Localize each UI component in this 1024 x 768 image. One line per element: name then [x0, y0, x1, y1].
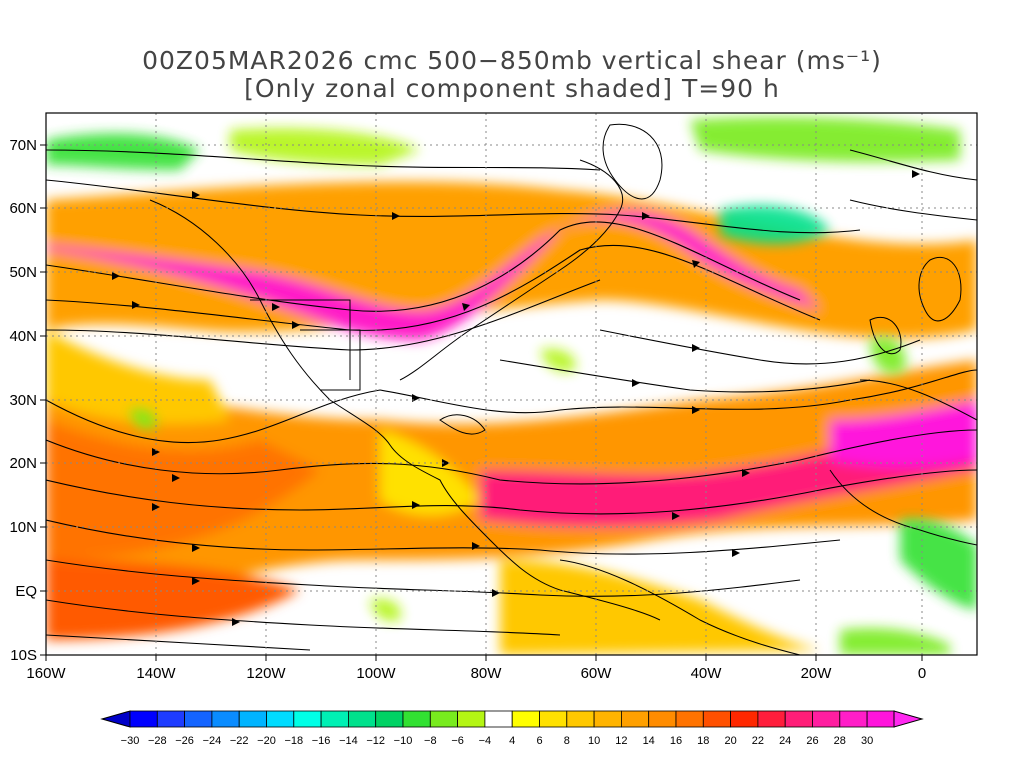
colorbar-label: −10	[394, 735, 413, 747]
colorbar-cell	[812, 710, 841, 728]
map-frame	[45, 112, 978, 656]
colorbar-cell	[347, 710, 377, 728]
map-subtitle: [Only zonal component shaded] T=90 h	[244, 74, 780, 103]
lat-label: 30N	[9, 392, 37, 409]
colorbar-cell	[593, 710, 622, 728]
lat-label: 10S	[10, 647, 37, 664]
lat-label: 70N	[9, 137, 37, 154]
colorbar-cell	[566, 710, 595, 728]
lon-label: 160W	[26, 665, 66, 682]
lon-label: 0	[918, 665, 926, 682]
colorbar-cell	[784, 710, 813, 728]
colorbar-cell	[429, 710, 458, 728]
colorbar-cell	[675, 710, 704, 728]
axis-ticks	[40, 144, 923, 661]
colorbar-label: 16	[670, 735, 682, 747]
colorbar-label: −26	[175, 735, 194, 747]
colorbar-cell	[375, 710, 404, 728]
colorbar-high-arrow	[893, 710, 924, 728]
colorbar-label: −4	[479, 735, 492, 747]
colorbar-cell	[539, 710, 568, 728]
colorbar-label: −20	[257, 735, 276, 747]
colorbar-label: −30	[121, 735, 140, 747]
lat-label: 50N	[9, 264, 37, 281]
lon-label: 40W	[691, 665, 723, 682]
colorbar-cell	[866, 710, 895, 728]
colorbar-cell	[839, 710, 868, 728]
lon-label: 60W	[581, 665, 613, 682]
colorbar-cell	[457, 710, 486, 728]
colorbar-label: 8	[564, 735, 570, 747]
colorbar-label: 26	[806, 735, 818, 747]
colorbar-label: 20	[724, 735, 736, 747]
shading-layer	[46, 113, 977, 655]
streamline-arrows	[112, 170, 920, 626]
colorbar-label: 4	[509, 735, 515, 747]
colorbar-label: −24	[203, 735, 222, 747]
colorbar-cell	[621, 710, 650, 728]
colorbar-label: −8	[424, 735, 437, 747]
colorbar-cell	[402, 710, 431, 728]
lon-label: 100W	[356, 665, 396, 682]
lat-label: 10N	[9, 519, 37, 536]
lat-label: 20N	[9, 455, 37, 472]
colorbar-label: 6	[536, 735, 542, 747]
colorbar-cell	[320, 710, 349, 728]
graticule	[46, 113, 977, 655]
streamlines	[46, 149, 977, 651]
lon-label: 140W	[136, 665, 176, 682]
colorbar-cell	[484, 710, 513, 728]
latitude-labels: 70N 60N 50N 40N 30N 20N 10N EQ 10S	[9, 137, 37, 664]
colorbar-label: 28	[834, 735, 846, 747]
colorbar-cell	[648, 710, 677, 728]
colorbar-label: −12	[366, 735, 385, 747]
colorbar-label: −16	[312, 735, 331, 747]
coastlines	[149, 123, 977, 655]
lon-label: 20W	[801, 665, 833, 682]
lon-label: 120W	[246, 665, 286, 682]
colorbar-cell	[211, 710, 240, 728]
colorbar-label: 10	[588, 735, 600, 747]
colorbar-label: −22	[230, 735, 249, 747]
colorbar-cell	[156, 710, 186, 728]
colorbar-cell	[511, 710, 540, 728]
colorbar-cell	[293, 710, 322, 728]
colorbar-low-arrow	[100, 710, 131, 728]
lat-label: 40N	[9, 328, 37, 345]
colorbar-label: 12	[615, 735, 627, 747]
colorbar-cell	[184, 710, 213, 728]
colorbar-cell	[238, 710, 267, 728]
colorbar-cell	[730, 710, 759, 728]
colorbar-label: −14	[339, 735, 358, 747]
colorbar-label: −6	[451, 735, 464, 747]
colorbar-label: 24	[779, 735, 791, 747]
colorbar-label: 22	[752, 735, 764, 747]
colorbar: −30 −28 −26 −24 −22 −20 −18 −16 −14 −12 −10 −8 −6 −4 4…	[100, 710, 924, 747]
map-title: 00Z05MAR2026 cmc 500−850mb vertical shea…	[142, 46, 882, 75]
colorbar-cell	[757, 710, 786, 728]
lon-label: 80W	[471, 665, 503, 682]
colorbar-label: 14	[643, 735, 655, 747]
colorbar-cell	[266, 710, 295, 728]
colorbar-cell	[129, 710, 158, 728]
lat-label: 60N	[9, 200, 37, 217]
colorbar-label: 30	[861, 735, 873, 747]
colorbar-label: −28	[148, 735, 167, 747]
lat-label: EQ	[15, 583, 37, 600]
longitude-labels: 160W 140W 120W 100W 80W 60W 40W 20W 0	[26, 665, 926, 682]
colorbar-label: −18	[284, 735, 303, 747]
colorbar-cell	[702, 710, 731, 728]
colorbar-label: 18	[697, 735, 709, 747]
